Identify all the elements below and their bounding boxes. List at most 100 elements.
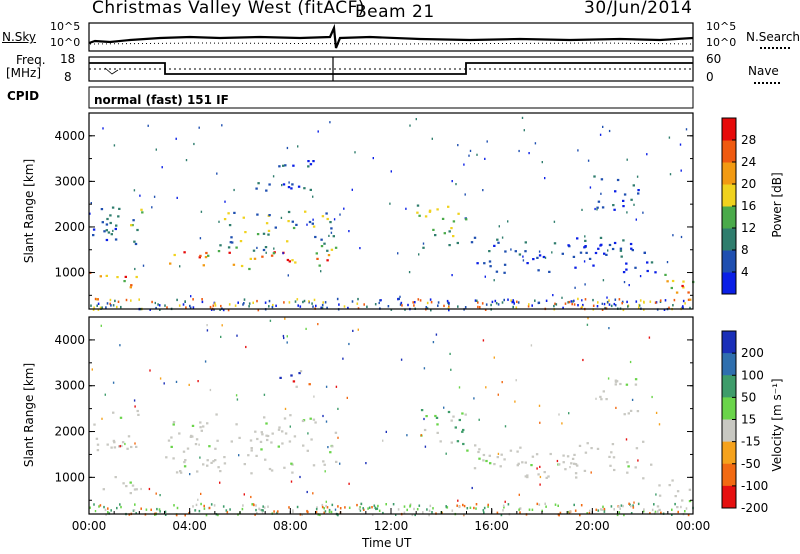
data-cell: [112, 439, 116, 442]
data-cell: [477, 450, 480, 454]
x-tick-label: 20:00: [575, 519, 610, 533]
data-cell: [618, 505, 620, 508]
data-cell: [337, 513, 339, 517]
data-cell: [348, 230, 350, 233]
data-cell: [541, 509, 543, 513]
data-cell: [214, 459, 217, 462]
y-tick-label: 4000: [54, 333, 85, 347]
data-cell: [320, 270, 322, 273]
data-cell: [397, 508, 400, 511]
nave-legend-dotted: [754, 82, 780, 84]
data-cell: [284, 164, 287, 167]
data-cell: [517, 462, 520, 465]
data-cell: [455, 183, 457, 186]
data-cell: [682, 299, 685, 303]
velocity-panel: 1000 2000 3000 4000 00:00 04:00 08:00 12:00 16:…: [54, 316, 710, 533]
colorbar-tick-label: 50: [741, 390, 756, 404]
data-cell: [270, 469, 274, 472]
data-cell: [277, 510, 279, 513]
data-cell: [589, 509, 591, 512]
cpid-label: CPID: [7, 89, 40, 103]
data-cell: [568, 412, 570, 415]
data-cell: [512, 299, 514, 302]
data-cell: [333, 218, 336, 221]
data-cell: [545, 299, 548, 302]
data-cell: [93, 503, 95, 506]
data-cell: [629, 242, 633, 246]
colorbar-swatch: [722, 375, 736, 398]
colorbar-swatch: [722, 441, 736, 465]
data-cell: [603, 507, 606, 511]
data-cell: [403, 511, 406, 514]
data-cell: [117, 300, 120, 303]
data-cell: [482, 459, 485, 462]
data-cell: [601, 206, 605, 209]
data-cell: [474, 299, 477, 302]
data-cell: [221, 324, 223, 327]
data-cell: [441, 217, 445, 220]
data-cell: [283, 301, 285, 304]
data-cell: [651, 508, 654, 512]
data-cell: [104, 508, 107, 512]
data-cell: [434, 234, 437, 237]
data-cell: [660, 511, 662, 514]
data-cell: [252, 249, 256, 252]
data-cell: [356, 503, 358, 507]
data-cell: [447, 301, 449, 305]
data-cell: [256, 299, 258, 303]
data-cell: [608, 243, 612, 247]
data-cell: [603, 252, 606, 255]
data-cell: [304, 210, 307, 213]
data-cell: [255, 504, 257, 507]
y-tick-label: 4000: [54, 129, 85, 143]
data-cell: [327, 254, 331, 257]
data-cell: [428, 513, 430, 517]
data-cell: [264, 458, 267, 461]
data-cell: [597, 301, 599, 304]
data-cell: [266, 434, 270, 438]
data-cell: [643, 508, 645, 511]
data-cell: [558, 413, 560, 416]
data-cell: [254, 513, 256, 516]
data-cell: [568, 300, 571, 304]
data-cell: [216, 172, 218, 175]
data-cell: [242, 303, 244, 306]
data-cell: [431, 511, 433, 514]
data-cell: [102, 488, 105, 491]
data-cell: [125, 298, 128, 302]
data-cell: [473, 236, 477, 239]
data-cell: [328, 510, 331, 513]
data-cell: [194, 443, 198, 446]
data-cell: [194, 509, 196, 512]
data-cell: [584, 298, 587, 301]
data-cell: [629, 360, 632, 364]
data-cell: [642, 477, 645, 480]
data-cell: [170, 445, 173, 448]
data-cell: [561, 422, 563, 425]
data-cell: [392, 503, 395, 506]
data-cell: [214, 302, 216, 305]
data-cell: [271, 432, 274, 435]
data-cell: [306, 223, 308, 226]
data-cell: [580, 504, 583, 507]
data-cell: [414, 513, 416, 517]
data-cell: [314, 235, 317, 239]
data-cell: [103, 505, 105, 509]
data-cell: [289, 425, 291, 428]
data-cell: [443, 232, 446, 235]
data-cell: [134, 242, 138, 246]
data-cell: [312, 418, 316, 421]
data-cell: [595, 508, 598, 511]
data-cell: [215, 413, 218, 416]
data-cell: [120, 505, 122, 509]
data-cell: [627, 305, 629, 308]
data-cell: [109, 302, 111, 306]
data-cell: [503, 263, 507, 266]
data-cell: [456, 440, 460, 443]
data-cell: [522, 255, 524, 258]
mode-text: normal (fast) 151 IF: [94, 93, 229, 107]
data-cell: [443, 304, 445, 308]
data-cell: [450, 368, 452, 371]
data-cell: [287, 210, 291, 214]
